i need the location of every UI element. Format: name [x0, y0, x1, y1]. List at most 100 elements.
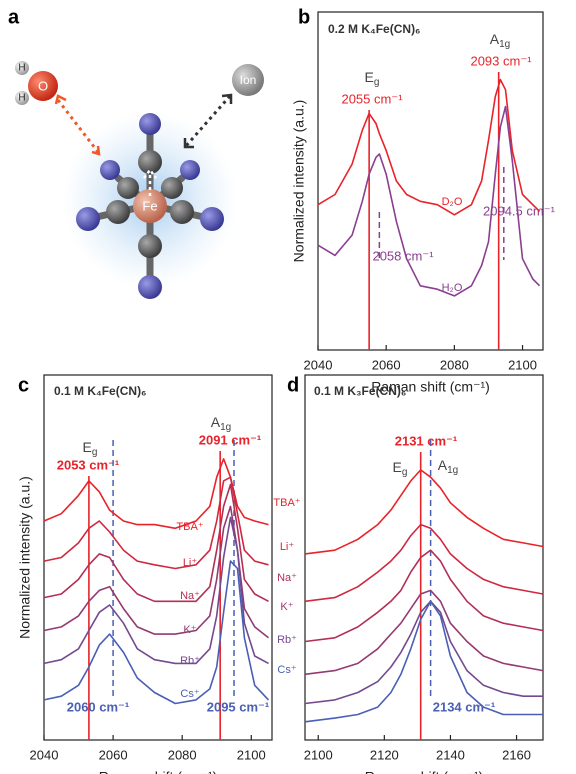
atom-c	[138, 150, 162, 174]
atom-n	[76, 207, 100, 231]
x-axis-label: Raman shift (cm⁻¹)	[99, 769, 218, 774]
spectrum	[43, 483, 269, 603]
arrow	[143, 167, 157, 196]
x-tick-label: 2160	[502, 747, 531, 762]
band-sub: 1g	[499, 39, 510, 50]
x-tick-label: 2060	[99, 747, 128, 762]
y-axis-label: Normalized intensity (a.u.)	[17, 476, 33, 639]
band-sub: g	[374, 77, 380, 88]
peak-label: 2134 cm⁻¹	[433, 699, 496, 714]
spectrum	[317, 78, 541, 216]
panel-label: c	[18, 374, 29, 396]
panel-title: 0.1 M K₃Fe(CN)₆	[314, 384, 406, 398]
peak-label: 2095 cm⁻¹	[207, 699, 270, 714]
band-base: A	[438, 457, 448, 473]
molecule-diagram: a H H O Ion Fe	[8, 6, 264, 299]
atom-o	[28, 71, 58, 101]
x-tick-label: 2100	[237, 747, 266, 762]
series-label: Rb⁺	[180, 655, 200, 667]
atom-n	[200, 207, 224, 231]
series-label: D₂O	[442, 196, 463, 208]
peak-label: 2091 cm⁻¹	[199, 432, 262, 447]
arrowhead	[183, 93, 233, 149]
panel-label: a	[8, 6, 20, 28]
series-label: Cs⁺	[180, 688, 199, 700]
band-sub: 1g	[447, 465, 458, 476]
atom-c	[106, 200, 130, 224]
panel-label: d	[287, 374, 299, 396]
plot-frame	[43, 374, 273, 741]
atom-n	[180, 160, 200, 180]
atom-c	[117, 177, 139, 199]
band-base: E	[365, 69, 374, 85]
spectrum	[304, 589, 544, 676]
spectrum	[304, 549, 544, 643]
spectrum	[43, 516, 269, 665]
band-sub: g	[402, 467, 408, 478]
spectrum	[304, 469, 544, 555]
spectrum	[43, 505, 269, 639]
chart: d 0.1 M K₃Fe(CN)₆ 2100 2120 2140 2160 Raman sh…	[273, 374, 544, 774]
peak-label: 2055 cm⁻¹	[341, 91, 403, 106]
x-tick-label: 2140	[436, 747, 465, 762]
series-label: Na⁺	[180, 590, 200, 602]
peak-label: 2060 cm⁻¹	[67, 699, 130, 714]
band-label: A1g	[211, 414, 231, 433]
band-base: E	[83, 439, 92, 455]
atom-label: H	[18, 93, 25, 104]
spectrum	[304, 600, 543, 705]
panel-label: b	[298, 6, 310, 28]
band-label: A1g	[490, 31, 510, 50]
atom-h	[15, 91, 29, 105]
spectrum	[43, 458, 269, 530]
band-sub: 1g	[220, 422, 231, 433]
spectrum	[43, 476, 269, 570]
atom-n	[138, 275, 162, 299]
panel-title: 0.1 M K₄Fe(CN)₆	[54, 384, 147, 398]
atom-c	[138, 234, 162, 258]
series-label: Na⁺	[277, 572, 297, 584]
x-axis-label: Raman shift (cm⁻¹)	[365, 769, 484, 774]
band-base: A	[211, 414, 221, 430]
band-label: A1g	[438, 457, 458, 476]
atom-label: Ion	[240, 73, 257, 87]
series-label: Rb⁺	[277, 634, 297, 646]
band-label: Eg	[83, 439, 98, 458]
band-sub: g	[92, 447, 98, 458]
atom-label: Fe	[142, 198, 157, 213]
spectrum	[304, 523, 544, 603]
peak-label: 2131 cm⁻¹	[395, 433, 458, 448]
series-label: Li⁺	[280, 541, 295, 553]
band-base: E	[393, 459, 402, 475]
y-axis-label: Normalized intensity (a.u.)	[291, 100, 307, 263]
series-label: TBA⁺	[176, 521, 203, 533]
atom-label: O	[38, 78, 48, 93]
plot-frame	[317, 11, 544, 351]
peak-label: 2053 cm⁻¹	[57, 457, 120, 472]
atom-fe	[133, 189, 167, 223]
spectrum	[317, 105, 541, 297]
peak-label: 2058 cm⁻¹	[372, 248, 434, 263]
x-axis-label: Raman shift (cm⁻¹)	[371, 379, 490, 395]
panel-title: 0.2 M K₄Fe(CN)₆	[328, 22, 421, 36]
atom-n	[100, 160, 120, 180]
ion	[232, 64, 264, 96]
band-label: Eg	[365, 69, 380, 88]
x-tick-label: 2120	[370, 747, 399, 762]
x-tick-label: 2040	[30, 747, 59, 762]
series-label: K⁺	[183, 624, 196, 636]
spectrum	[304, 600, 543, 723]
atom-c	[161, 177, 183, 199]
series-label: Cs⁺	[277, 664, 296, 676]
series-label: Li⁺	[183, 557, 198, 569]
atom-c	[170, 200, 194, 224]
x-tick-label: 2060	[372, 357, 401, 372]
band-label: Eg	[393, 459, 408, 478]
x-tick-label: 2080	[168, 747, 197, 762]
series-label: K⁺	[280, 601, 293, 613]
atom-n	[139, 113, 161, 135]
series-label: TBA⁺	[273, 497, 300, 509]
plot-frame	[304, 374, 544, 741]
series-label: H₂O	[442, 282, 463, 294]
